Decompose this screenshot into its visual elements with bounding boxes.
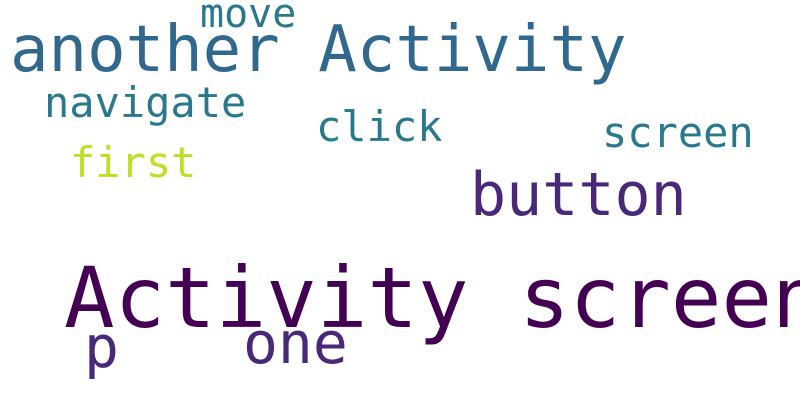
word-activity-screen: Activity screen: [64, 249, 800, 347]
word-button: button: [470, 160, 687, 230]
word-navigate: navigate: [44, 78, 247, 127]
word-move: move: [200, 0, 297, 37]
word-first: first: [70, 138, 197, 187]
word-click: click: [316, 102, 443, 151]
word-p: p: [84, 313, 119, 381]
word-one: one: [243, 309, 348, 377]
word-screen: screen: [602, 108, 754, 157]
word-another-activity: another Activity: [10, 13, 627, 87]
